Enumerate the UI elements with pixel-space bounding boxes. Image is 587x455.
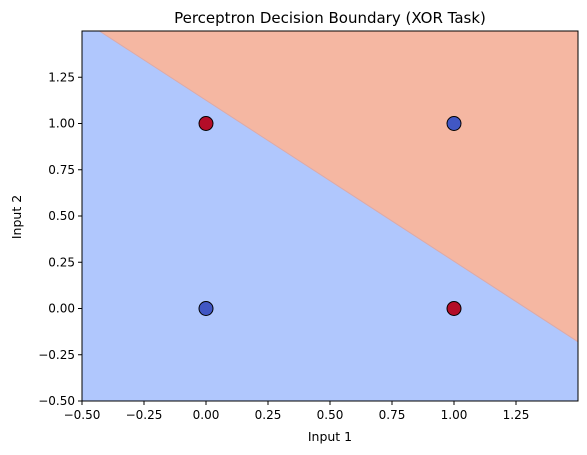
x-axis-ticks: −0.50 −0.25 0.00 0.25 0.50 0.75 1.00 1.25 (64, 401, 530, 422)
plot-area (81, 30, 579, 402)
x-tick-label-6: 1.00 (441, 408, 468, 422)
watermark-text: 知乎 @王几行XING (448, 422, 572, 439)
y-axis-ticks: −0.50 −0.25 0.00 0.25 0.50 0.75 1.00 1.25 (38, 70, 82, 408)
x-tick-label-3: 0.25 (255, 408, 282, 422)
x-tick-label-7: 1.25 (503, 408, 530, 422)
data-point-1 (198, 116, 214, 131)
y-tick-label-3: 0.25 (48, 255, 75, 269)
x-axis-label: Input 1 (308, 429, 352, 444)
x-tick-label-0: −0.50 (64, 408, 101, 422)
x-tick-label-2: 0.00 (193, 408, 220, 422)
x-tick-label-5: 0.75 (379, 408, 406, 422)
data-points (198, 116, 462, 316)
data-point-2 (446, 301, 462, 316)
y-tick-label-6: 1.00 (48, 117, 75, 131)
data-point-3 (446, 116, 462, 131)
y-tick-label-4: 0.50 (48, 209, 75, 223)
y-tick-label-7: 1.25 (48, 70, 75, 84)
y-tick-label-2: 0.00 (48, 302, 75, 316)
x-tick-label-1: −0.25 (126, 408, 163, 422)
y-tick-label-0: −0.50 (38, 394, 75, 408)
x-tick-label-4: 0.50 (317, 408, 344, 422)
chart-title: Perceptron Decision Boundary (XOR Task) (174, 9, 486, 27)
y-tick-label-5: 0.75 (48, 163, 75, 177)
y-tick-label-1: −0.25 (38, 348, 75, 362)
y-axis-label: Input 2 (9, 195, 24, 239)
decision-boundary-line (99, 30, 579, 343)
data-point-0 (198, 301, 214, 316)
